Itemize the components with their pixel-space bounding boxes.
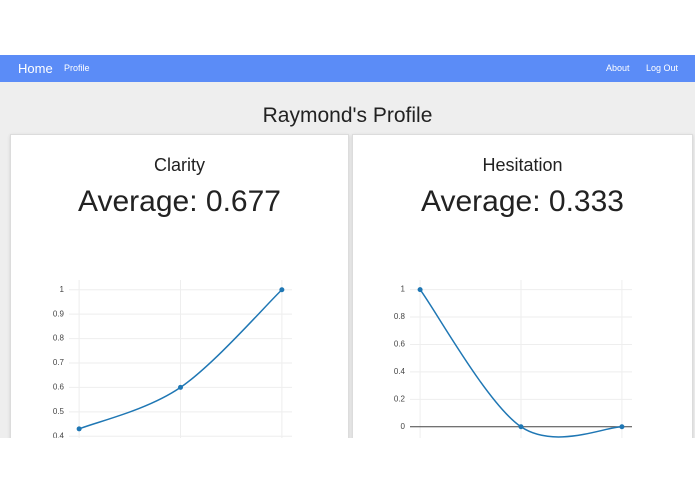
content: Raymond's Profile Clarity Average: 0.677… bbox=[0, 82, 695, 438]
y-tick-label: 0.2 bbox=[394, 394, 406, 403]
nav-link[interactable]: Log Out bbox=[646, 63, 679, 73]
point bbox=[76, 426, 82, 432]
y-tick-label: 0.5 bbox=[53, 407, 65, 416]
card: Clarity Average: 0.677 bbox=[10, 134, 349, 438]
card-title: Hesitation bbox=[482, 155, 563, 175]
page-heading: Raymond's Profile bbox=[262, 104, 433, 127]
point bbox=[417, 287, 423, 293]
y-tick-label: 1 bbox=[401, 285, 406, 294]
y-tick-label: 0.6 bbox=[53, 383, 65, 392]
charts: 0.4 0.5 0.6 0.7 0.8 0.9 1 0 0.2 0.4 0.6 0.8 1 bbox=[53, 280, 632, 438]
nav-link[interactable]: Profile bbox=[64, 63, 90, 73]
card-average: Average: 0.333 bbox=[421, 185, 624, 218]
line-series bbox=[419, 289, 622, 438]
point bbox=[619, 424, 625, 430]
y-tick-label: 0.7 bbox=[53, 358, 65, 367]
y-tick-label: 0.9 bbox=[53, 309, 65, 318]
point bbox=[518, 424, 524, 430]
navbar: Home Profile About Log Out bbox=[0, 55, 695, 82]
point bbox=[178, 384, 183, 390]
card-title: Clarity bbox=[153, 155, 205, 175]
y-tick-label: 0 bbox=[401, 422, 406, 431]
card: Hesitation Average: 0.333 bbox=[352, 134, 693, 438]
y-tick-label: 0.6 bbox=[394, 340, 406, 349]
y-tick-label: 0.8 bbox=[53, 334, 65, 343]
point bbox=[279, 287, 285, 293]
y-tick-label: 0.4 bbox=[394, 367, 406, 376]
nav-link[interactable]: About bbox=[606, 63, 630, 73]
y-tick-label: 0.4 bbox=[53, 431, 65, 438]
card-average: Average: 0.677 bbox=[78, 185, 281, 218]
y-tick-label: 1 bbox=[60, 285, 65, 294]
nav-brand[interactable]: Home bbox=[18, 61, 53, 76]
y-tick-label: 0.8 bbox=[394, 312, 406, 321]
